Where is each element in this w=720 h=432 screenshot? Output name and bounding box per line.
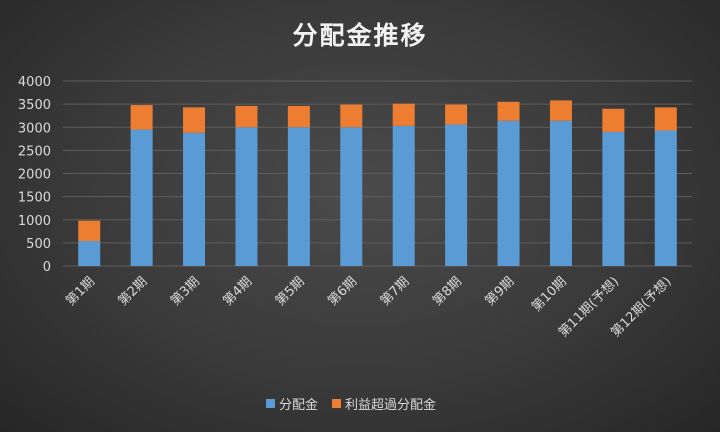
x-tick-label: 第3期 — [168, 274, 203, 309]
legend-swatch-dividend — [266, 399, 275, 408]
legend: 分配金 利益超過分配金 — [266, 397, 436, 413]
x-tick-label: 第8期 — [430, 274, 465, 309]
x-axis-ticks: 第1期 第2期 第3期 第4期 第5期 第6期 第7期 第8期 第9期 第10期第11期(予想)第… — [63, 274, 674, 341]
legend-swatch-excess-dividend — [332, 399, 341, 408]
bar-dividend-12 — [654, 130, 677, 266]
bar-dividend-8 — [445, 124, 468, 266]
x-tick-label: 第4期 — [220, 274, 255, 309]
x-tick-label: 第7期 — [378, 274, 413, 309]
bar-dividend-3 — [183, 132, 206, 266]
y-tick-label: 4000 — [18, 75, 51, 90]
bar-excess-dividend-10 — [549, 100, 572, 121]
bar-excess-dividend-12 — [654, 107, 677, 131]
y-tick-label: 1500 — [18, 191, 51, 206]
y-tick-label: 3500 — [18, 98, 51, 113]
bar-excess-dividend-9 — [497, 101, 520, 121]
bar-excess-dividend-2 — [130, 105, 153, 130]
y-tick-label: 500 — [26, 237, 51, 252]
bar-excess-dividend-8 — [445, 104, 468, 125]
x-tick-label: 第6期 — [325, 274, 360, 309]
bar-dividend-2 — [130, 129, 153, 266]
y-axis-ticks: 0 500 1000 1500 2000 2500 3000 3500 4000 — [18, 75, 51, 275]
x-tick-label: 第1期 — [63, 274, 98, 309]
y-tick-label: 1000 — [18, 214, 51, 229]
y-tick-label: 2000 — [18, 168, 51, 183]
chart-title: 分配金推移 — [292, 21, 427, 50]
x-tick-label: 第2期 — [116, 274, 151, 309]
bar-excess-dividend-7 — [392, 103, 415, 126]
bar-excess-dividend-3 — [183, 107, 206, 133]
bar-dividend-9 — [497, 120, 520, 267]
bar-dividend-7 — [392, 125, 415, 266]
bar-dividend-4 — [235, 127, 258, 266]
y-tick-label: 0 — [43, 260, 51, 275]
bar-dividend-6 — [340, 127, 363, 266]
legend-label-dividend: 分配金 — [279, 397, 318, 413]
bars — [78, 100, 677, 267]
bar-dividend-11 — [602, 131, 625, 266]
bar-excess-dividend-5 — [287, 105, 310, 128]
x-tick-label: 第9期 — [483, 274, 518, 309]
bar-excess-dividend-11 — [602, 108, 625, 132]
x-tick-label: 第5期 — [273, 274, 308, 309]
bar-dividend-10 — [549, 120, 572, 267]
y-tick-label: 3000 — [18, 121, 51, 136]
bar-dividend-1 — [78, 241, 101, 266]
bar-dividend-5 — [287, 127, 310, 266]
bar-excess-dividend-6 — [340, 104, 363, 128]
bar-excess-dividend-4 — [235, 105, 258, 128]
x-tick-label: 第10期 — [529, 274, 570, 315]
bar-excess-dividend-1 — [78, 220, 101, 242]
y-tick-label: 2500 — [18, 144, 51, 159]
gridlines — [63, 80, 692, 267]
legend-label-excess-dividend: 利益超過分配金 — [345, 397, 436, 413]
